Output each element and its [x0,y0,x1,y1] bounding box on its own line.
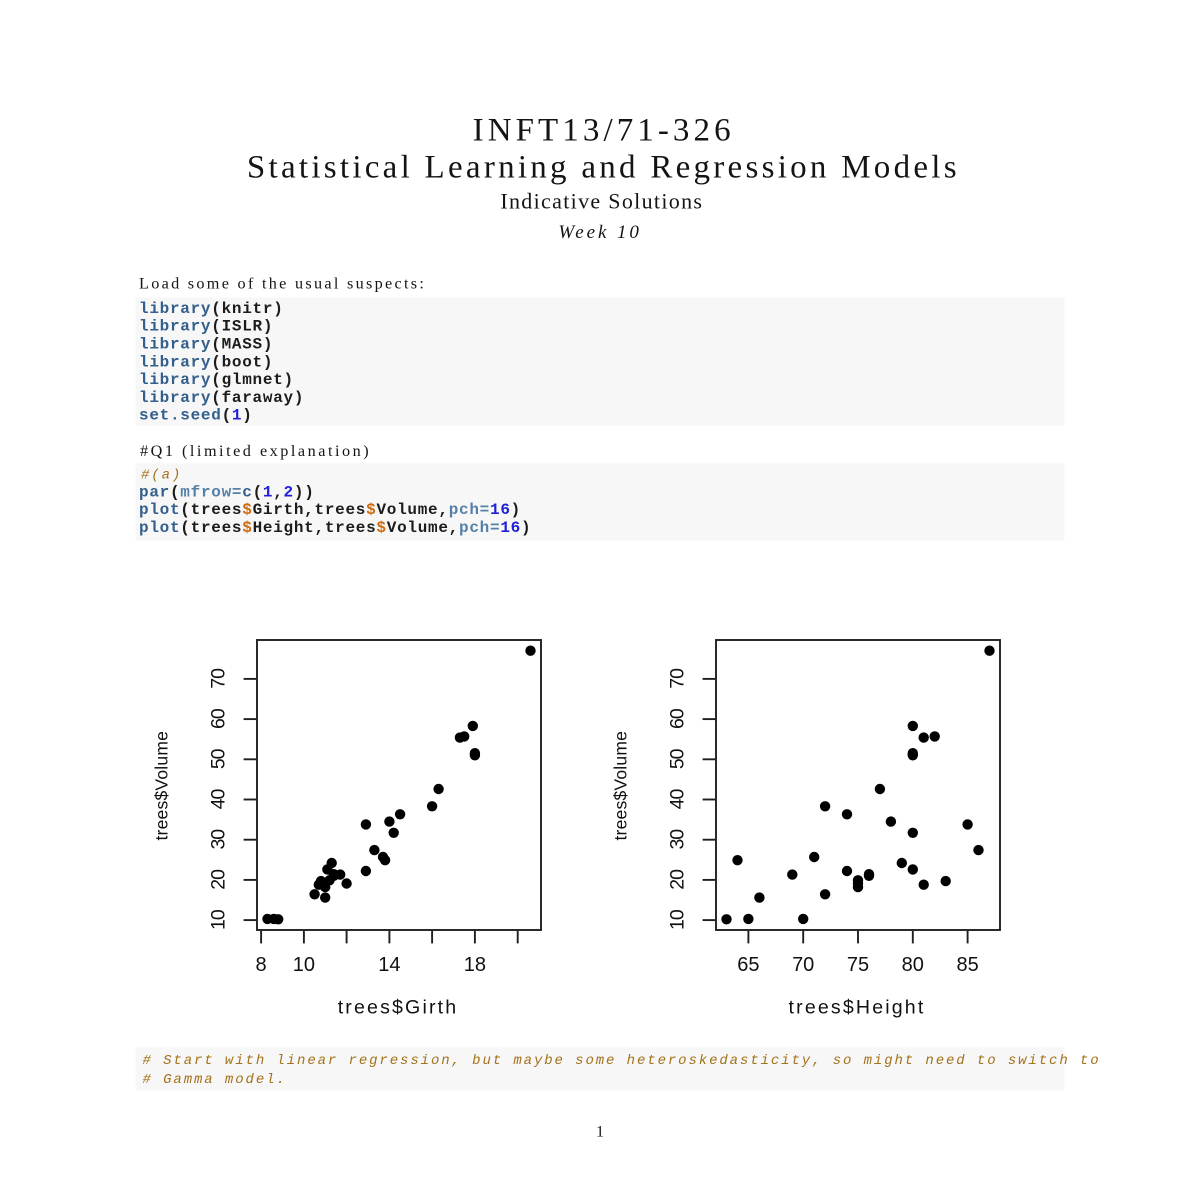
svg-text:library(boot): library(boot) [139,353,273,371]
svg-text:10: 10 [293,954,315,976]
svg-text:Statistical Learning and Regre: Statistical Learning and Regression Mode… [247,150,960,186]
svg-text:library(ISLR): library(ISLR) [139,318,273,336]
svg-text:plot(trees$Height,trees$Volume: plot(trees$Height,trees$Volume,pch=16) [139,519,531,537]
svg-text:85: 85 [956,954,978,976]
svg-text:trees$Volume: trees$Volume [611,731,631,841]
svg-text:library(knitr): library(knitr) [139,300,284,318]
svg-text:70: 70 [792,954,814,976]
svg-text:# Gamma model.: # Gamma model. [143,1072,287,1088]
svg-text:library(faraway): library(faraway) [139,389,304,407]
svg-text:trees$Girth: trees$Girth [338,997,459,1019]
svg-text:1: 1 [596,1124,604,1141]
svg-text:set.seed(1): set.seed(1) [139,407,253,425]
svg-text:trees$Height: trees$Height [789,997,926,1019]
svg-text:# Start with linear regression: # Start with linear regression, but mayb… [143,1053,1101,1069]
svg-text:65: 65 [737,954,759,976]
svg-text:library(glmnet): library(glmnet) [139,371,294,389]
svg-text:INFT13/71-326: INFT13/71-326 [473,113,735,149]
svg-text:30: 30 [667,829,689,850]
svg-text:60: 60 [208,708,230,729]
svg-text:30: 30 [208,829,230,850]
svg-text:Load some of the usual suspect: Load some of the usual suspects: [139,275,426,293]
svg-text:50: 50 [208,748,230,769]
svg-text:8: 8 [256,954,267,976]
svg-text:#Q1 (limited explanation): #Q1 (limited explanation) [140,442,371,460]
svg-text:40: 40 [208,789,230,810]
svg-text:50: 50 [667,748,689,769]
svg-text:70: 70 [208,668,230,689]
svg-text:par(mfrow=c(1,2)): par(mfrow=c(1,2)) [139,483,315,501]
svg-text:70: 70 [667,668,689,689]
svg-text:#(a): #(a) [141,468,182,484]
svg-text:Week 10: Week 10 [558,222,641,243]
svg-text:library(MASS): library(MASS) [139,336,273,354]
svg-text:40: 40 [667,789,689,810]
svg-text:10: 10 [208,909,230,930]
svg-text:Indicative Solutions: Indicative Solutions [500,189,703,214]
svg-text:20: 20 [208,869,230,890]
svg-text:plot(trees$Girth,trees$Volume,: plot(trees$Girth,trees$Volume,pch=16) [139,501,521,519]
svg-text:20: 20 [667,869,689,890]
svg-text:18: 18 [464,954,486,976]
svg-text:14: 14 [378,954,400,976]
svg-text:trees$Volume: trees$Volume [152,731,172,841]
svg-text:60: 60 [667,708,689,729]
svg-text:75: 75 [847,954,869,976]
svg-text:80: 80 [902,954,924,976]
svg-text:10: 10 [667,909,689,930]
